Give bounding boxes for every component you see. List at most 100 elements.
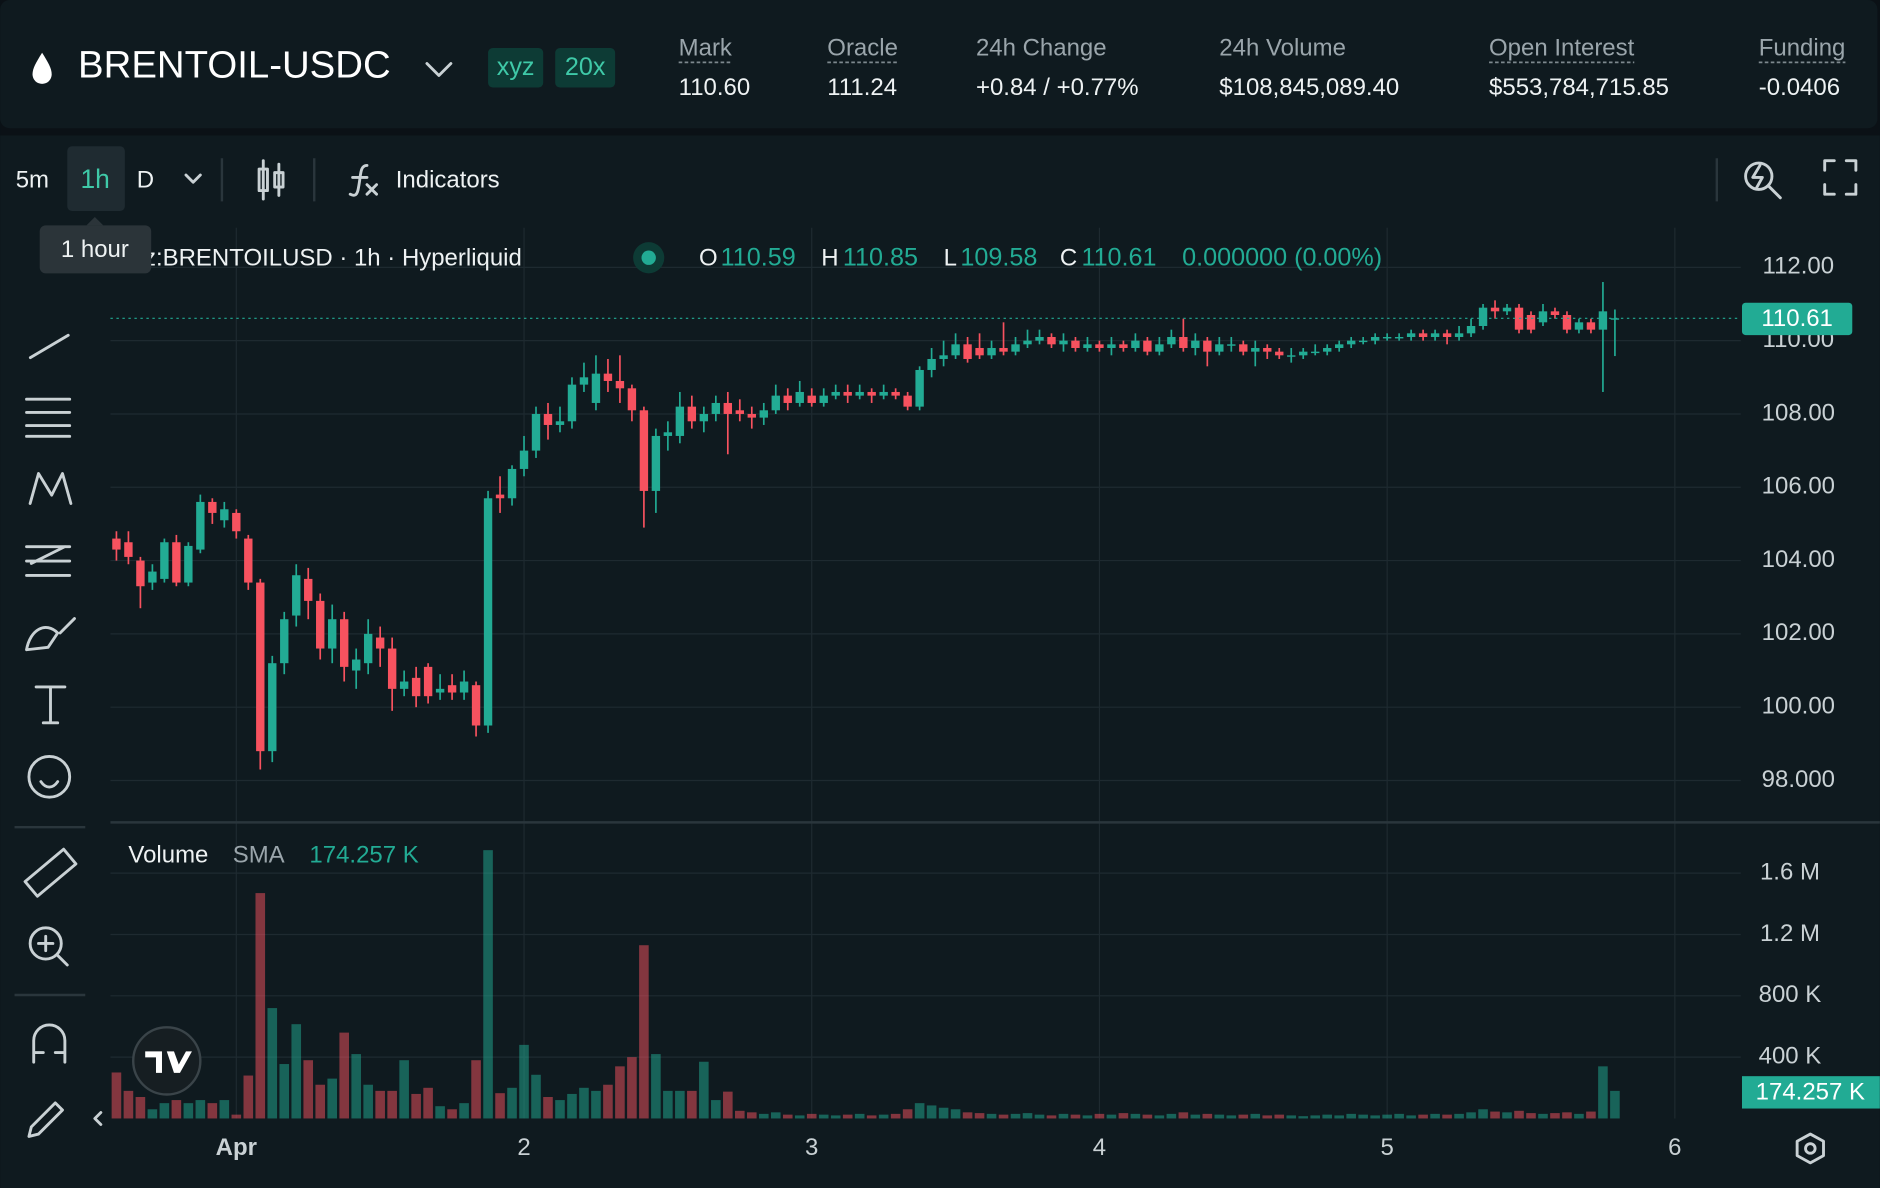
sma-legend: SMA: [233, 841, 285, 868]
volume-bar: [1514, 1110, 1524, 1119]
fullscreen-button[interactable]: [1823, 159, 1858, 196]
volume-bar: [1238, 1114, 1249, 1119]
volume-bar: [435, 1106, 445, 1119]
volume-bar: [1178, 1112, 1189, 1119]
volume-bar: [735, 1110, 745, 1119]
prediction-tool[interactable]: [25, 545, 72, 577]
plot: Apr 2 3 4 5 6 98.000 100.00 102.00 104.00 106.00 10…: [110, 227, 1880, 1161]
volume-bar: [1538, 1113, 1548, 1119]
interval-dropdown[interactable]: [184, 173, 202, 184]
replay-button[interactable]: [1744, 161, 1782, 200]
candle-body: [1143, 340, 1152, 352]
volume-bar: [123, 1090, 134, 1119]
candle-body: [675, 406, 685, 436]
trend-line-tool[interactable]: [28, 324, 70, 368]
tradingview-mark: [145, 1051, 192, 1073]
volume-bar: [1442, 1114, 1452, 1119]
candle-body: [148, 571, 157, 583]
indicators-button[interactable]: Indicators: [396, 166, 500, 193]
interval[interactable]: 1h: [80, 164, 109, 194]
scroll-left[interactable]: [93, 1111, 103, 1126]
candle-body: [1215, 344, 1224, 352]
symbol-dropdown[interactable]: [425, 62, 453, 77]
tradingview-logo[interactable]: [132, 1026, 202, 1096]
zoom-tool[interactable]: [28, 926, 63, 961]
candle-body: [1167, 336, 1176, 345]
x-tick-label: 6: [1668, 1134, 1681, 1161]
last-price-label: 110.61: [1761, 305, 1833, 332]
candle-body: [124, 542, 133, 557]
candle-body: [555, 421, 565, 425]
stat-label: Funding: [1759, 34, 1846, 61]
candle-body: [891, 391, 900, 396]
candle-body: [1382, 336, 1392, 339]
volume-bar: [1082, 1115, 1093, 1119]
candle-body: [304, 578, 313, 601]
candle-body: [1203, 340, 1212, 352]
volume-bar: [279, 1064, 290, 1119]
candle-body: [759, 410, 768, 418]
volume-bar: [1106, 1114, 1117, 1119]
pattern-tool[interactable]: [28, 472, 73, 505]
volume-bar: [806, 1113, 817, 1119]
candle-body: [483, 498, 493, 726]
status-dot: [641, 250, 656, 265]
candle-body: [771, 395, 780, 411]
volume-bar: [411, 1093, 421, 1119]
indicators-icon[interactable]: [348, 163, 379, 197]
candle-body: [987, 347, 996, 356]
candle-body: [855, 391, 864, 396]
volume-bar: [1274, 1114, 1285, 1119]
header-bar: [0, 0, 1878, 129]
stat-value: -0.0406: [1759, 74, 1840, 101]
volume-bar: [375, 1090, 385, 1119]
candle-body: [1538, 311, 1548, 323]
candle-body: [951, 344, 960, 356]
ruler-tool[interactable]: [23, 847, 78, 898]
volume-bar: [327, 1078, 338, 1119]
volume-bar: [615, 1066, 625, 1119]
volume-bar: [1550, 1113, 1560, 1119]
fib-tool[interactable]: [25, 397, 72, 438]
candle-body: [399, 681, 409, 689]
y-tick-label: 106.00: [1762, 473, 1835, 500]
candle-body: [1478, 307, 1488, 326]
volume-bar: [1310, 1115, 1321, 1119]
candle-body: [579, 377, 589, 385]
x-tick-label: 4: [1093, 1134, 1106, 1161]
y-tick-label: 104.00: [1762, 546, 1835, 573]
volume-bar: [914, 1103, 925, 1119]
lock-tool[interactable]: [27, 1101, 64, 1138]
tooltip-text: 1 hour: [61, 236, 129, 263]
candle-body: [1263, 347, 1272, 352]
candle-body: [1311, 351, 1320, 354]
volume-bar: [567, 1093, 577, 1119]
emoji-tool[interactable]: [27, 754, 72, 799]
stat-value: $108,845,089.40: [1219, 74, 1399, 101]
stat-value: $553,784,715.85: [1489, 74, 1669, 101]
candle-body: [1095, 344, 1104, 348]
candle-body: [1023, 340, 1032, 345]
symbol[interactable]: BRENTOIL-USDC: [78, 43, 391, 86]
candle-body: [1323, 347, 1332, 352]
magnet-tool[interactable]: [32, 1023, 67, 1064]
candle-body: [1299, 351, 1308, 356]
volume-bar: [423, 1087, 433, 1119]
volume-bar: [627, 1057, 637, 1119]
stat-label: Open Interest: [1489, 34, 1635, 61]
ohlc-letter: H: [821, 244, 838, 271]
settings-button[interactable]: [1795, 1132, 1825, 1165]
chart-type-button[interactable]: [257, 159, 285, 201]
interval[interactable]: D: [137, 166, 154, 193]
brush-tool[interactable]: [25, 617, 76, 652]
y-tick-label: 102.00: [1762, 619, 1835, 646]
volume-bar: [363, 1084, 373, 1119]
candle-body: [735, 410, 744, 414]
candle-body: [328, 619, 337, 649]
volume-bar: [1502, 1112, 1512, 1119]
candle-body: [1155, 344, 1164, 352]
text-tool[interactable]: [34, 685, 67, 725]
interval[interactable]: 5m: [16, 166, 49, 193]
